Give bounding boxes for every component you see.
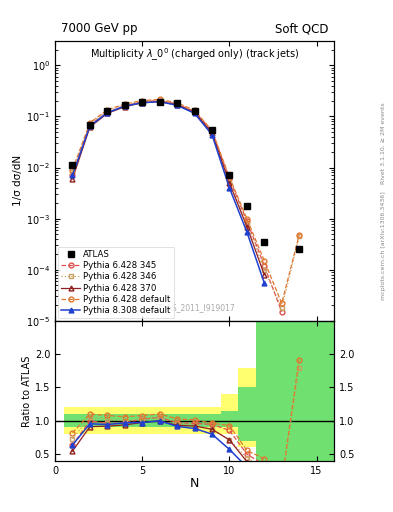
Pythia 6.428 346 <box>244 221 249 227</box>
Y-axis label: 1/σ dσ/dN: 1/σ dσ/dN <box>13 155 23 206</box>
Pythia 8.308 default <box>192 110 197 116</box>
Pythia 6.428 370 <box>140 100 145 106</box>
Pythia 6.428 345 <box>123 103 127 109</box>
Pythia 6.428 370 <box>88 124 92 130</box>
ATLAS <box>209 126 214 133</box>
Pythia 6.428 345 <box>262 263 267 269</box>
Line: ATLAS: ATLAS <box>69 98 303 253</box>
Pythia 6.428 370 <box>70 176 75 182</box>
Pythia 6.428 default <box>175 100 180 106</box>
ATLAS <box>140 99 145 105</box>
Pythia 6.428 345 <box>70 173 75 179</box>
Pythia 6.428 346 <box>157 97 162 103</box>
Pythia 6.428 370 <box>123 103 127 110</box>
Pythia 6.428 default <box>70 167 75 173</box>
Pythia 6.428 345 <box>140 98 145 104</box>
Pythia 6.428 346 <box>227 180 232 186</box>
Pythia 6.428 default <box>140 97 145 103</box>
Text: ATLAS_2011_I919017: ATLAS_2011_I919017 <box>154 304 235 312</box>
Pythia 6.428 346 <box>297 233 301 240</box>
Pythia 8.308 default <box>244 229 249 235</box>
Text: Rivet 3.1.10, ≥ 2M events: Rivet 3.1.10, ≥ 2M events <box>381 102 386 184</box>
Pythia 6.428 default <box>227 174 232 180</box>
Pythia 6.428 default <box>209 127 214 134</box>
Pythia 6.428 default <box>297 232 301 238</box>
Pythia 6.428 345 <box>279 309 284 315</box>
Pythia 6.428 346 <box>209 130 214 136</box>
Pythia 6.428 370 <box>227 180 232 186</box>
Pythia 6.428 default <box>88 120 92 126</box>
Pythia 8.308 default <box>175 102 180 109</box>
Pythia 6.428 346 <box>105 108 110 114</box>
ATLAS <box>297 246 301 252</box>
Pythia 8.308 default <box>262 280 267 286</box>
Pythia 6.428 345 <box>105 110 110 116</box>
Pythia 6.428 345 <box>227 176 232 182</box>
Pythia 6.428 370 <box>209 130 214 136</box>
Pythia 8.308 default <box>88 123 92 129</box>
Text: 7000 GeV pp: 7000 GeV pp <box>61 23 137 35</box>
Pythia 8.308 default <box>123 103 127 109</box>
Pythia 6.428 346 <box>123 102 127 109</box>
Pythia 6.428 370 <box>157 98 162 104</box>
Pythia 6.428 346 <box>192 110 197 116</box>
Pythia 6.428 370 <box>192 110 197 116</box>
Pythia 6.428 default <box>262 258 267 264</box>
Pythia 8.308 default <box>70 173 75 179</box>
Pythia 6.428 345 <box>88 122 92 128</box>
Pythia 6.428 default <box>192 107 197 113</box>
Line: Pythia 8.308 default: Pythia 8.308 default <box>70 99 267 286</box>
Legend: ATLAS, Pythia 6.428 345, Pythia 6.428 346, Pythia 6.428 370, Pythia 6.428 defaul: ATLAS, Pythia 6.428 345, Pythia 6.428 34… <box>58 247 174 318</box>
Pythia 6.428 370 <box>262 272 267 278</box>
ATLAS <box>123 102 127 109</box>
ATLAS <box>262 239 267 245</box>
Pythia 6.428 default <box>244 216 249 222</box>
ATLAS <box>192 108 197 114</box>
Line: Pythia 6.428 370: Pythia 6.428 370 <box>70 99 267 277</box>
Pythia 6.428 default <box>105 106 110 113</box>
Line: Pythia 6.428 default: Pythia 6.428 default <box>70 97 301 306</box>
Pythia 6.428 370 <box>175 102 180 108</box>
Pythia 6.428 346 <box>279 305 284 311</box>
Pythia 8.308 default <box>209 132 214 138</box>
Pythia 8.308 default <box>227 185 232 191</box>
Pythia 6.428 345 <box>157 97 162 103</box>
X-axis label: N: N <box>190 477 199 490</box>
Pythia 6.428 default <box>123 101 127 107</box>
Pythia 6.428 346 <box>262 267 267 273</box>
ATLAS <box>70 162 75 168</box>
Pythia 6.428 345 <box>244 218 249 224</box>
Pythia 6.428 346 <box>140 98 145 104</box>
Pythia 8.308 default <box>140 100 145 106</box>
Line: Pythia 6.428 345: Pythia 6.428 345 <box>70 98 284 314</box>
Y-axis label: Ratio to ATLAS: Ratio to ATLAS <box>22 355 32 426</box>
Text: Multiplicity $\lambda\_0^0$ (charged only) (track jets): Multiplicity $\lambda\_0^0$ (charged onl… <box>90 47 299 63</box>
Pythia 6.428 default <box>279 300 284 306</box>
Text: mcplots.cern.ch [arXiv:1306.3436]: mcplots.cern.ch [arXiv:1306.3436] <box>381 191 386 300</box>
ATLAS <box>227 173 232 179</box>
Pythia 6.428 default <box>157 96 162 102</box>
Pythia 6.428 370 <box>244 224 249 230</box>
ATLAS <box>105 109 110 115</box>
Pythia 6.428 345 <box>209 128 214 134</box>
Pythia 6.428 346 <box>88 121 92 127</box>
Pythia 8.308 default <box>157 98 162 104</box>
Pythia 6.428 345 <box>192 109 197 115</box>
Pythia 6.428 346 <box>175 101 180 107</box>
ATLAS <box>88 122 92 128</box>
ATLAS <box>157 98 162 104</box>
Text: Soft QCD: Soft QCD <box>275 23 329 35</box>
Pythia 6.428 346 <box>70 169 75 176</box>
ATLAS <box>244 203 249 209</box>
Pythia 6.428 345 <box>175 101 180 107</box>
Pythia 8.308 default <box>105 110 110 116</box>
ATLAS <box>175 100 180 106</box>
Pythia 6.428 370 <box>105 110 110 116</box>
Line: Pythia 6.428 346: Pythia 6.428 346 <box>70 98 301 310</box>
